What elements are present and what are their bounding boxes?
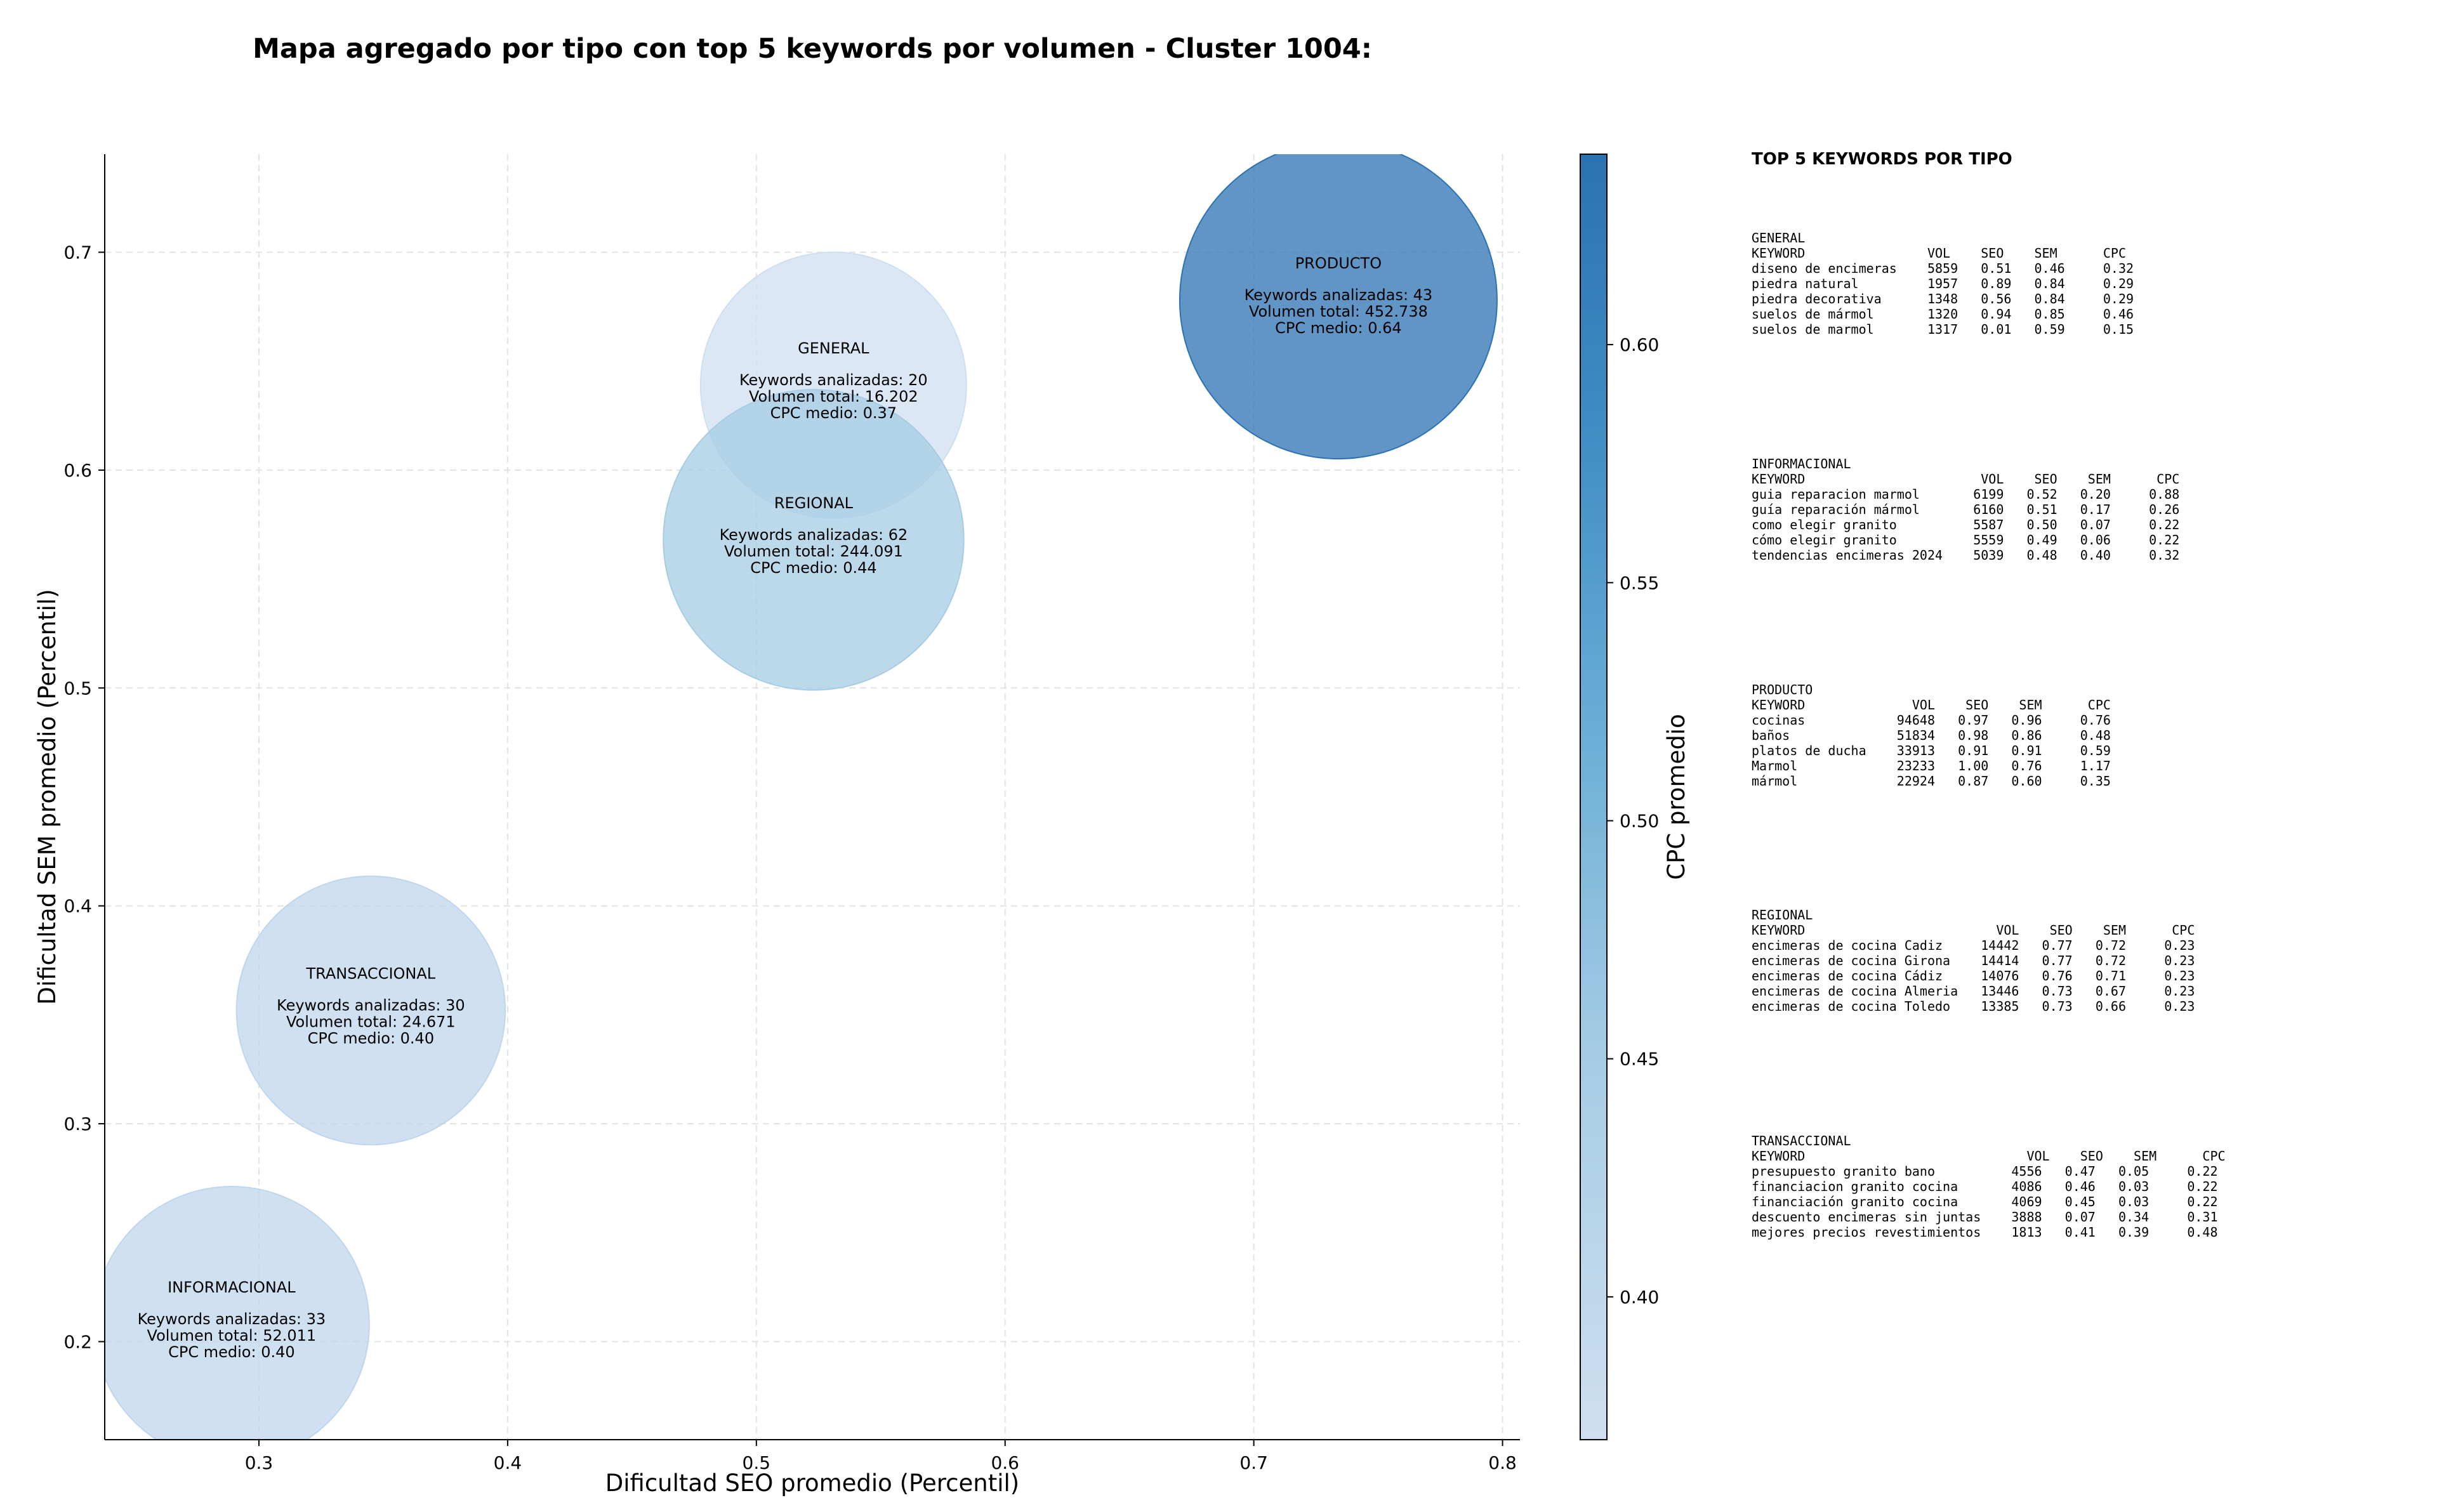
bubble-stat: CPC medio: 0.64 [1275, 319, 1402, 337]
bubble-stat: Keywords analizadas: 30 [277, 997, 465, 1015]
keyword-block-title: TRANSACCIONAL [1752, 1133, 1851, 1148]
bubble-regional [663, 389, 965, 691]
bubble-stat: Volumen total: 244.091 [724, 542, 903, 560]
colorbar-tick-label: 0.40 [1620, 1287, 1659, 1308]
y-tick-label: 0.7 [63, 242, 92, 263]
bubble-stat: Volumen total: 24.671 [286, 1013, 456, 1031]
keyword-table-row: baños 51834 0.98 0.86 0.48 [1752, 728, 2111, 743]
keyword-table-row: encimeras de cocina Cadiz 14442 0.77 0.7… [1752, 938, 2195, 953]
colorbar-gradient [1580, 154, 1608, 1440]
keyword-table-row: diseno de encimeras 5859 0.51 0.46 0.32 [1752, 261, 2134, 276]
x-tick-label: 0.8 [1488, 1452, 1517, 1473]
keyword-table-header: KEYWORD VOL SEO SEM CPC [1752, 923, 2195, 938]
x-tick-label: 0.5 [743, 1452, 771, 1473]
bubble-stat: Keywords analizadas: 43 [1245, 286, 1433, 304]
keyword-table-row: platos de ducha 33913 0.91 0.91 0.59 [1752, 743, 2111, 758]
bubble-producto [1179, 154, 1498, 459]
bubble-label: PRODUCTO [1295, 254, 1382, 272]
top-keywords-panel: TOP 5 KEYWORDS POR TIPO GENERAL KEYWORD V… [1752, 150, 2424, 1240]
keyword-table-header: KEYWORD VOL SEO SEM CPC [1752, 246, 2127, 261]
keyword-table-header: KEYWORD VOL SEO SEM CPC [1752, 471, 2180, 487]
keyword-table-row: suelos de marmol 1317 0.01 0.59 0.15 [1752, 322, 2134, 337]
bubble-stat: Volumen total: 16.202 [749, 388, 918, 405]
chart-title: Mapa agregado por tipo con top 5 keyword… [253, 33, 1372, 65]
keyword-table-row: descuento encimeras sin juntas 3888 0.07… [1752, 1209, 2218, 1225]
keyword-table-row: mármol 22924 0.87 0.60 0.35 [1752, 773, 2111, 789]
keyword-table-row: guia reparacion marmol 6199 0.52 0.20 0.… [1752, 487, 2180, 502]
y-tick-label: 0.3 [63, 1114, 92, 1134]
keyword-table-row: presupuesto granito bano 4556 0.47 0.05 … [1752, 1164, 2218, 1179]
bubble-stat: CPC medio: 0.44 [750, 559, 877, 577]
bubble-label: GENERAL [798, 339, 869, 357]
keyword-table-header: KEYWORD VOL SEO SEM CPC [1752, 697, 2111, 713]
keyword-table-row: cómo elegir granito 5559 0.49 0.06 0.22 [1752, 532, 2180, 548]
keyword-table-row: encimeras de cocina Almeria 13446 0.73 0… [1752, 983, 2195, 999]
x-tick-label: 0.7 [1239, 1452, 1268, 1473]
y-axis-label: Dificultad SEM promedio (Percentil) [34, 589, 61, 1004]
keyword-table-row: encimeras de cocina Girona 14414 0.77 0.… [1752, 953, 2195, 968]
keyword-block-title: GENERAL [1752, 230, 1806, 246]
keyword-block-title: PRODUCTO [1752, 682, 1813, 697]
colorbar-tick-label: 0.55 [1620, 572, 1659, 593]
keyword-table-header: KEYWORD VOL SEO SEM CPC [1752, 1148, 2226, 1164]
bubble-stat: Volumen total: 452.738 [1249, 303, 1428, 320]
keyword-table-row: como elegir granito 5587 0.50 0.07 0.22 [1752, 517, 2180, 532]
keyword-table-row: encimeras de cocina Cádiz 14076 0.76 0.7… [1752, 968, 2195, 983]
keyword-block-title: INFORMACIONAL [1752, 456, 1851, 471]
keyword-table-row: piedra decorativa 1348 0.56 0.84 0.29 [1752, 291, 2134, 306]
x-tick-label: 0.4 [494, 1452, 522, 1473]
x-axis-label: Dificultad SEO promedio (Percentil) [605, 1469, 1019, 1497]
bubble-stat: CPC medio: 0.40 [308, 1030, 435, 1048]
colorbar-tick-label: 0.60 [1620, 334, 1659, 355]
bubble-stat: Keywords analizadas: 62 [720, 526, 908, 544]
y-tick-label: 0.6 [63, 460, 92, 481]
bubble-stat: CPC medio: 0.37 [770, 404, 897, 422]
keyword-block-general: GENERAL KEYWORD VOL SEO SEM CPC diseno de … [1752, 230, 2134, 337]
keyword-table-row: suelos de mármol 1320 0.94 0.85 0.46 [1752, 306, 2134, 322]
keyword-block-regional: REGIONAL KEYWORD VOL SEO SEM CPC encimeras… [1752, 907, 2195, 1014]
keyword-block-informacional: INFORMACIONAL KEYWORD VOL SEO SEM CPC guia… [1752, 456, 2179, 563]
colorbar-tick-label: 0.50 [1620, 811, 1659, 832]
y-tick-label: 0.2 [63, 1331, 92, 1352]
keyword-table-row: financiacion granito cocina 4086 0.46 0.… [1752, 1179, 2218, 1194]
keyword-table-row: tendencias encimeras 2024 5039 0.48 0.40… [1752, 548, 2180, 563]
keyword-table-row: guía reparación mármol 6160 0.51 0.17 0.… [1752, 502, 2180, 517]
colorbar-tick-label: 0.45 [1620, 1049, 1659, 1070]
bubble-stat: Keywords analizadas: 20 [739, 371, 928, 389]
bubble-stat: CPC medio: 0.40 [168, 1343, 295, 1361]
keyword-block-producto: PRODUCTO KEYWORD VOL SEO SEM CPC cocinas 9… [1752, 682, 2111, 789]
colorbar-label: CPC promedio [1663, 714, 1690, 879]
colorbar: 0.40 0.45 0.50 0.55 0.60 [1580, 154, 1659, 1440]
keyword-table-row: cocinas 94648 0.97 0.96 0.76 [1752, 713, 2111, 728]
keyword-table-row: Marmol 23233 1.00 0.76 1.17 [1752, 758, 2111, 773]
bubble-stat: Keywords analizadas: 33 [138, 1310, 326, 1328]
panel-heading: TOP 5 KEYWORDS POR TIPO [1752, 150, 2012, 169]
bubble-label: REGIONAL [774, 494, 854, 512]
x-tick-label: 0.3 [245, 1452, 274, 1473]
x-tick-label: 0.6 [991, 1452, 1019, 1473]
bubble-stat: Volumen total: 52.011 [147, 1327, 317, 1344]
bubble-informacional [105, 1186, 370, 1440]
y-tick-label: 0.4 [63, 896, 92, 917]
keyword-block-title: REGIONAL [1752, 907, 1813, 923]
keyword-table-row: mejores precios revestimientos 1813 0.41… [1752, 1225, 2218, 1240]
keyword-block-transaccional: TRANSACCIONAL KEYWORD VOL SEO SEM CPC pres… [1752, 1133, 2226, 1240]
keyword-table-row: encimeras de cocina Toledo 13385 0.73 0.… [1752, 999, 2195, 1014]
bubble-label: INFORMACIONAL [168, 1279, 296, 1296]
bubble-transaccional [235, 875, 506, 1146]
axes: 0.3 0.4 0.5 0.6 0.7 0.8 0.2 0.3 0.4 0.5 0.6 0.7 [63, 154, 1520, 1473]
y-tick-label: 0.5 [63, 678, 92, 699]
keyword-table-row: piedra natural 1957 0.89 0.84 0.29 [1752, 276, 2134, 291]
keyword-table-row: financiación granito cocina 4069 0.45 0.… [1752, 1194, 2218, 1209]
bubble-label: TRANSACCIONAL [306, 965, 436, 983]
